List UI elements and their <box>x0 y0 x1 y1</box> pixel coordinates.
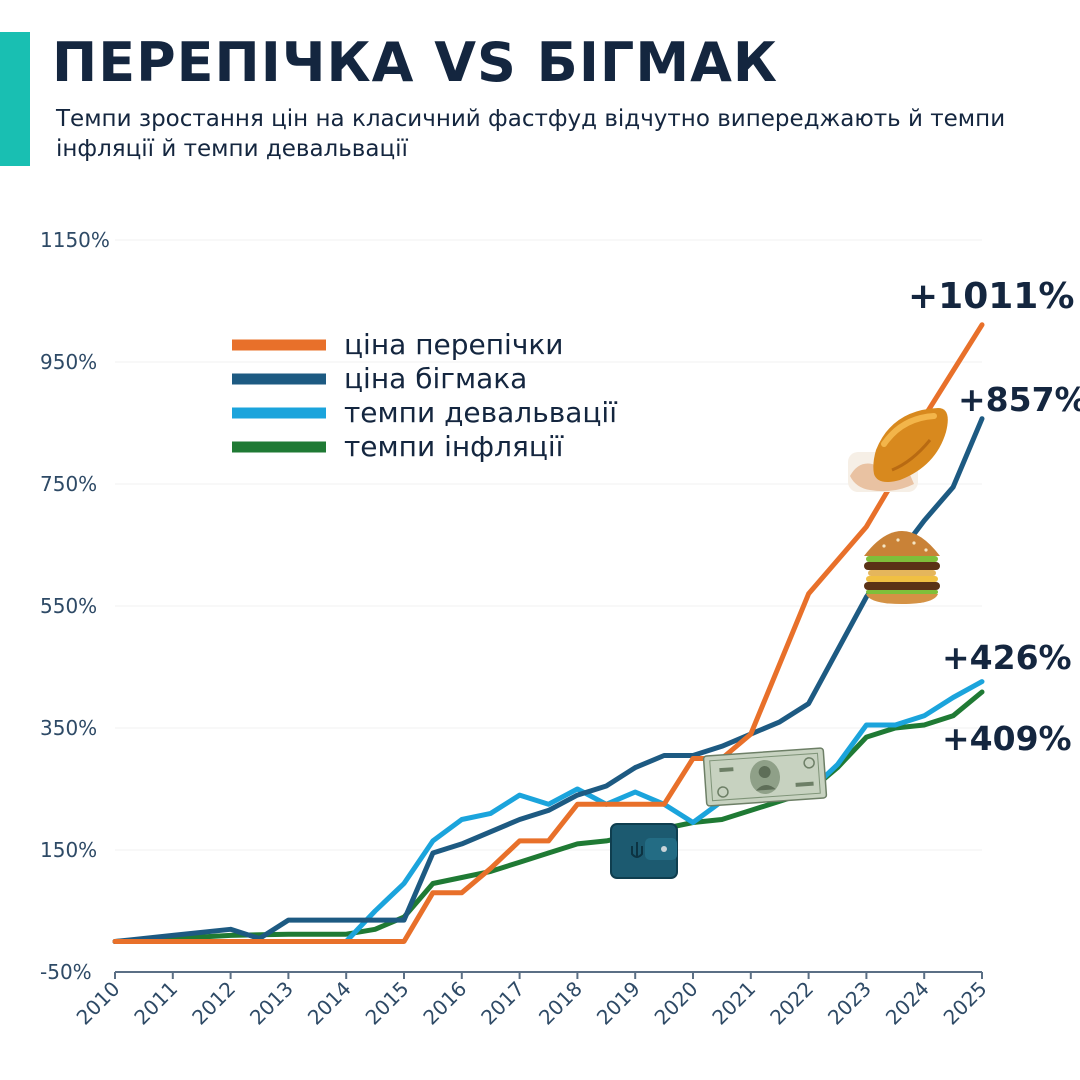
legend-label: ціна перепічки <box>344 328 563 361</box>
series-lines <box>112 322 985 944</box>
x-tick-label: 2011 <box>129 977 182 1030</box>
axes: 1150%950%750%550%350%150%-50%2010 2011 201… <box>40 228 992 1030</box>
x-tick-label: 2024 <box>881 977 934 1030</box>
y-tick-label: 150% <box>40 838 97 862</box>
x-tick-label: 2017 <box>476 977 529 1030</box>
end-value-label: +426% <box>942 638 1072 677</box>
y-tick-label: 350% <box>40 716 97 740</box>
x-tick-label: 2021 <box>707 977 760 1030</box>
x-tick-label: 2014 <box>303 977 356 1030</box>
y-tick-label: -50% <box>40 960 92 984</box>
perepichka-photo-icon <box>848 408 948 492</box>
series-line-1 <box>112 416 985 944</box>
x-tick-label: 2010 <box>72 977 125 1030</box>
x-tick-label: 2022 <box>765 977 818 1030</box>
x-tick-label: 2018 <box>534 977 587 1030</box>
x-tick-label: 2016 <box>418 977 471 1030</box>
illustrations <box>610 408 948 879</box>
x-tick-label: 2013 <box>245 977 298 1030</box>
burger-photo-icon <box>864 531 940 604</box>
x-tick-label: 2019 <box>592 977 645 1030</box>
x-tick-label: 2020 <box>650 977 703 1030</box>
x-tick-label: 2012 <box>187 977 240 1030</box>
x-tick-label: 2015 <box>361 977 414 1030</box>
y-tick-label: 550% <box>40 594 97 618</box>
x-tick-label: 2025 <box>939 977 992 1030</box>
series-line-3 <box>112 689 985 944</box>
end-labels: +1011% +857% +426% +409% <box>908 276 1080 758</box>
y-tick-label: 1150% <box>40 228 110 252</box>
y-tick-label: 950% <box>40 350 97 374</box>
legend-label: ціна бігмака <box>344 362 527 395</box>
legend-label: темпи девальвації <box>344 396 617 429</box>
end-value-label: +1011% <box>908 276 1074 317</box>
series-line-0 <box>112 322 985 944</box>
page-title: ПЕРЕПІЧКА VS БІГМАК <box>52 31 779 94</box>
y-tick-label: 750% <box>40 472 97 496</box>
wallet-icon <box>610 823 678 879</box>
legend-label: темпи інфляції <box>344 430 564 463</box>
end-value-label: +409% <box>942 719 1072 758</box>
end-value-label: +857% <box>958 380 1080 419</box>
x-tick-label: 2023 <box>823 977 876 1030</box>
dollar-bill-icon <box>702 747 828 807</box>
accent-bar <box>0 32 30 166</box>
page-subtitle: Темпи зростання цін на класичний фастфуд… <box>56 106 1006 162</box>
